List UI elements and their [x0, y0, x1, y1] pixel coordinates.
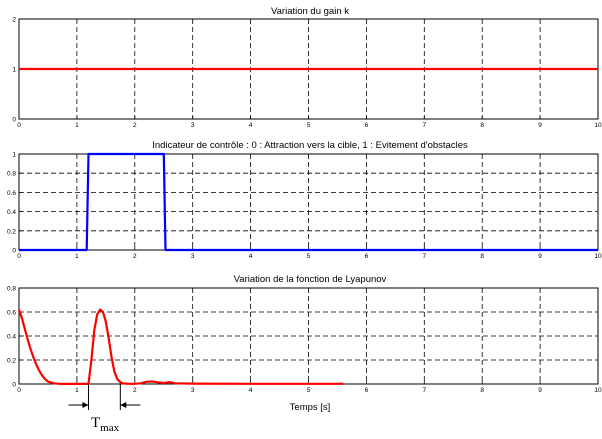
x-tick-label: 0 [17, 253, 21, 260]
x-tick-label: 7 [422, 253, 426, 260]
y-tick-label: 0.4 [7, 334, 16, 341]
x-tick-label: 1 [75, 122, 79, 129]
y-tick-label: 0 [12, 248, 16, 255]
x-tick-label: 10 [594, 253, 602, 260]
x-tick-label: 9 [538, 253, 542, 260]
y-tick-label: 1 [12, 67, 16, 74]
y-tick-label: 0.6 [7, 190, 16, 197]
x-tick-label: 2 [133, 387, 137, 394]
x-tick-label: 3 [191, 253, 195, 260]
tmax-annotation: Tmax [68, 384, 141, 434]
x-tick-label: 2 [133, 253, 137, 260]
x-tick-label: 2 [133, 122, 137, 129]
x-tick-label: 3 [191, 122, 195, 129]
tmax-left-arrowhead [82, 402, 89, 408]
x-tick-label: 8 [480, 253, 484, 260]
x-tick-label: 9 [538, 122, 542, 129]
x-tick-label: 5 [307, 387, 311, 394]
x-tick-label: 6 [365, 387, 369, 394]
y-tick-label: 0 [12, 117, 16, 124]
x-tick-label: 5 [307, 122, 311, 129]
x-tick-label: 4 [249, 122, 253, 129]
x-tick-label: 6 [365, 253, 369, 260]
x-tick-label: 1 [75, 387, 79, 394]
x-tick-label: 6 [365, 122, 369, 129]
y-tick-label: 0 [12, 382, 16, 389]
series-line [17, 308, 344, 385]
x-tick-label: 1 [75, 253, 79, 260]
x-tick-label: 8 [480, 387, 484, 394]
x-tick-label: 3 [191, 387, 195, 394]
x-tick-label: 4 [249, 387, 253, 394]
lyapunov-function-panel: Variation de la fonction de Lyapunov Tem… [7, 274, 602, 413]
y-tick-label: 0.2 [7, 358, 16, 365]
x-axis-label: Temps [s] [290, 402, 331, 413]
x-tick-label: 9 [538, 387, 542, 394]
y-tick-label: 0.2 [7, 228, 16, 235]
x-tick-label: 10 [594, 387, 602, 394]
y-tick-label: 1 [12, 152, 16, 159]
panel-title: Variation de la fonction de Lyapunov [234, 274, 387, 285]
y-tick-label: 0.6 [7, 310, 16, 317]
tmax-label: Tmax [91, 415, 120, 434]
x-tick-label: 8 [480, 122, 484, 129]
x-tick-label: 7 [422, 387, 426, 394]
y-tick-label: 0.4 [7, 209, 16, 216]
x-tick-label: 4 [249, 253, 253, 260]
x-tick-label: 0 [17, 122, 21, 129]
y-tick-label: 0.8 [7, 286, 16, 293]
series-line [19, 152, 598, 252]
y-tick-label: 2 [12, 17, 16, 24]
gain-k-panel: Variation du gain k 0 1 2 3 4 5 6 7 8 9 10 0 1 2 [12, 6, 602, 129]
x-tick-label: 0 [17, 387, 21, 394]
tmax-right-arrowhead [120, 402, 127, 408]
panel-title: Indicateur de contrôle : 0 : Attraction … [152, 140, 468, 151]
control-indicator-panel: Indicateur de contrôle : 0 : Attraction … [7, 140, 602, 260]
x-tick-label: 5 [307, 253, 311, 260]
panel-title: Variation du gain k [271, 6, 349, 17]
x-tick-label: 7 [422, 122, 426, 129]
x-tick-label: 10 [594, 122, 602, 129]
y-tick-label: 0.8 [7, 171, 16, 178]
